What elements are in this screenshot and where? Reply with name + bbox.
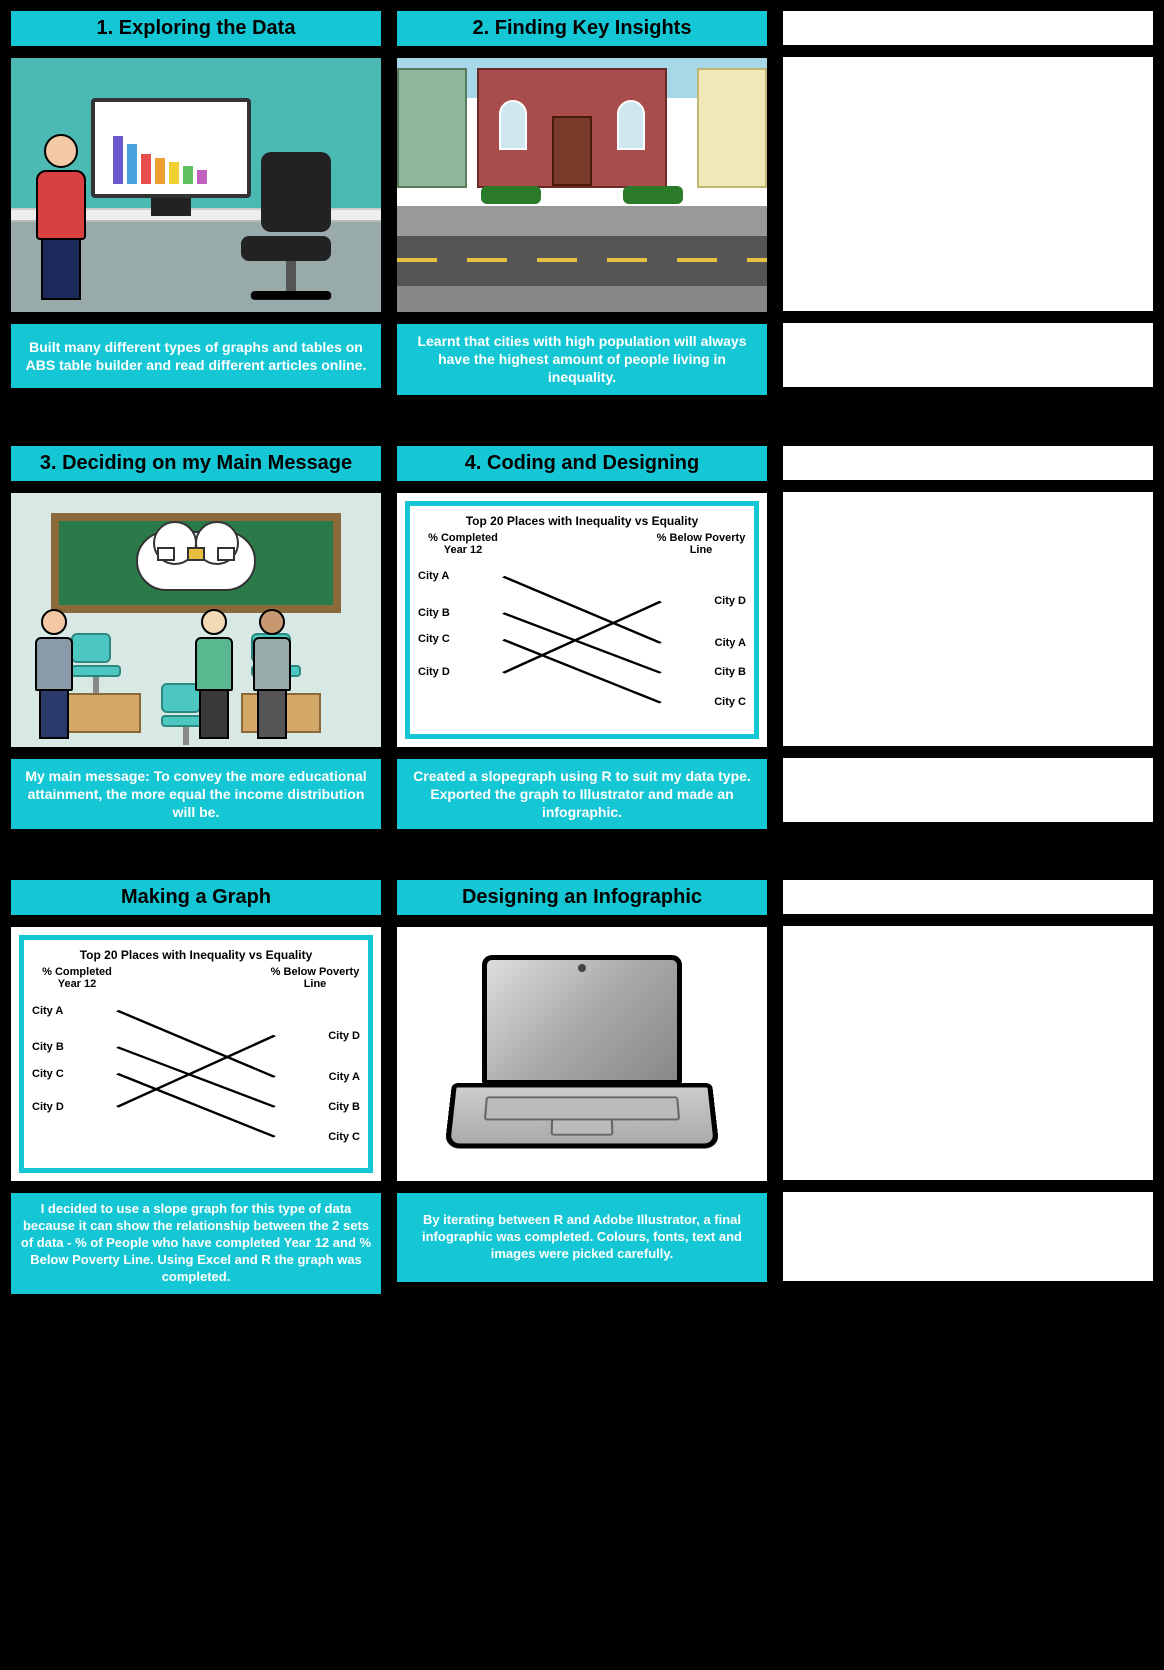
panel-title-empty xyxy=(780,8,1156,48)
panel-caption-empty xyxy=(780,755,1156,825)
panel-title-empty xyxy=(780,443,1156,483)
slope-right-label: City A xyxy=(329,1071,360,1083)
panel-image: Top 20 Places with Inequality vs Equalit… xyxy=(8,924,384,1184)
panel-title-empty xyxy=(780,877,1156,917)
panel-caption: Built many different types of graphs and… xyxy=(8,321,384,391)
slope-chart: Top 20 Places with Inequality vs Equalit… xyxy=(19,935,373,1173)
panel-caption: Created a slopegraph using R to suit my … xyxy=(394,756,770,833)
panel-caption: By iterating between R and Adobe Illustr… xyxy=(394,1190,770,1285)
panel-title: Making a Graph xyxy=(8,877,384,918)
slope-left-label: City D xyxy=(418,666,450,678)
panel-3-empty xyxy=(780,8,1156,398)
slope-left-label: City B xyxy=(418,607,450,619)
slope-right-label: City D xyxy=(328,1030,360,1042)
left-axis-label: % Completed Year 12 xyxy=(32,966,122,990)
chart-title: Top 20 Places with Inequality vs Equalit… xyxy=(418,514,746,528)
presenter-avatar xyxy=(31,134,91,304)
panel-title: Designing an Infographic xyxy=(394,877,770,918)
slope-right-label: City A xyxy=(715,637,746,649)
slope-right-label: City D xyxy=(714,595,746,607)
panel-8: Designing an Infographic By iterating be… xyxy=(394,877,770,1296)
slope-right-label: City B xyxy=(714,666,746,678)
right-axis-label: % Below Poverty Line xyxy=(656,532,746,556)
panel-6-empty xyxy=(780,443,1156,833)
slope-left-label: City A xyxy=(32,1005,63,1017)
slope-chart: Top 20 Places with Inequality vs Equalit… xyxy=(405,501,759,739)
panel-image xyxy=(394,924,770,1184)
panel-2: 2. Finding Key Insights Learnt that citi… xyxy=(394,8,770,398)
panel-5: 4. Coding and Designing Top 20 Places wi… xyxy=(394,443,770,833)
chart-title: Top 20 Places with Inequality vs Equalit… xyxy=(32,948,360,962)
panel-image: Top 20 Places with Inequality vs Equalit… xyxy=(394,490,770,750)
slope-left-label: City C xyxy=(32,1068,64,1080)
monitor-bar-chart xyxy=(113,136,207,184)
slope-right-label: City C xyxy=(714,696,746,708)
slope-left-label: City C xyxy=(418,633,450,645)
left-axis-label: % Completed Year 12 xyxy=(418,532,508,556)
panel-7: Making a Graph Top 20 Places with Inequa… xyxy=(8,877,384,1296)
panel-caption: I decided to use a slope graph for this … xyxy=(8,1190,384,1296)
slope-right-label: City C xyxy=(328,1131,360,1143)
teacher-avatar xyxy=(31,609,77,739)
panel-image xyxy=(394,55,770,315)
panel-image-empty xyxy=(780,489,1156,749)
slope-right-label: City B xyxy=(328,1101,360,1113)
slope-left-label: City B xyxy=(32,1041,64,1053)
panel-caption-empty xyxy=(780,320,1156,390)
panel-title: 1. Exploring the Data xyxy=(8,8,384,49)
panel-caption-empty xyxy=(780,1189,1156,1284)
storyboard-grid: 1. Exploring the Data Built many differe… xyxy=(8,8,1156,1297)
student-avatar xyxy=(249,609,295,739)
student-avatar xyxy=(191,609,237,739)
panel-title: 2. Finding Key Insights xyxy=(394,8,770,49)
panel-caption: My main message: To convey the more educ… xyxy=(8,756,384,833)
panel-caption: Learnt that cities with high population … xyxy=(394,321,770,398)
panel-image-empty xyxy=(780,923,1156,1183)
panel-9-empty xyxy=(780,877,1156,1296)
laptop-icon xyxy=(452,955,712,1153)
panel-4: 3. Deciding on my Main Message xyxy=(8,443,384,833)
slope-left-label: City A xyxy=(418,570,449,582)
panel-image xyxy=(8,55,384,315)
slope-left-label: City D xyxy=(32,1101,64,1113)
panel-title: 3. Deciding on my Main Message xyxy=(8,443,384,484)
panel-image xyxy=(8,490,384,750)
right-axis-label: % Below Poverty Line xyxy=(270,966,360,990)
panel-image-empty xyxy=(780,54,1156,314)
panel-title: 4. Coding and Designing xyxy=(394,443,770,484)
panel-1: 1. Exploring the Data Built many differe… xyxy=(8,8,384,398)
